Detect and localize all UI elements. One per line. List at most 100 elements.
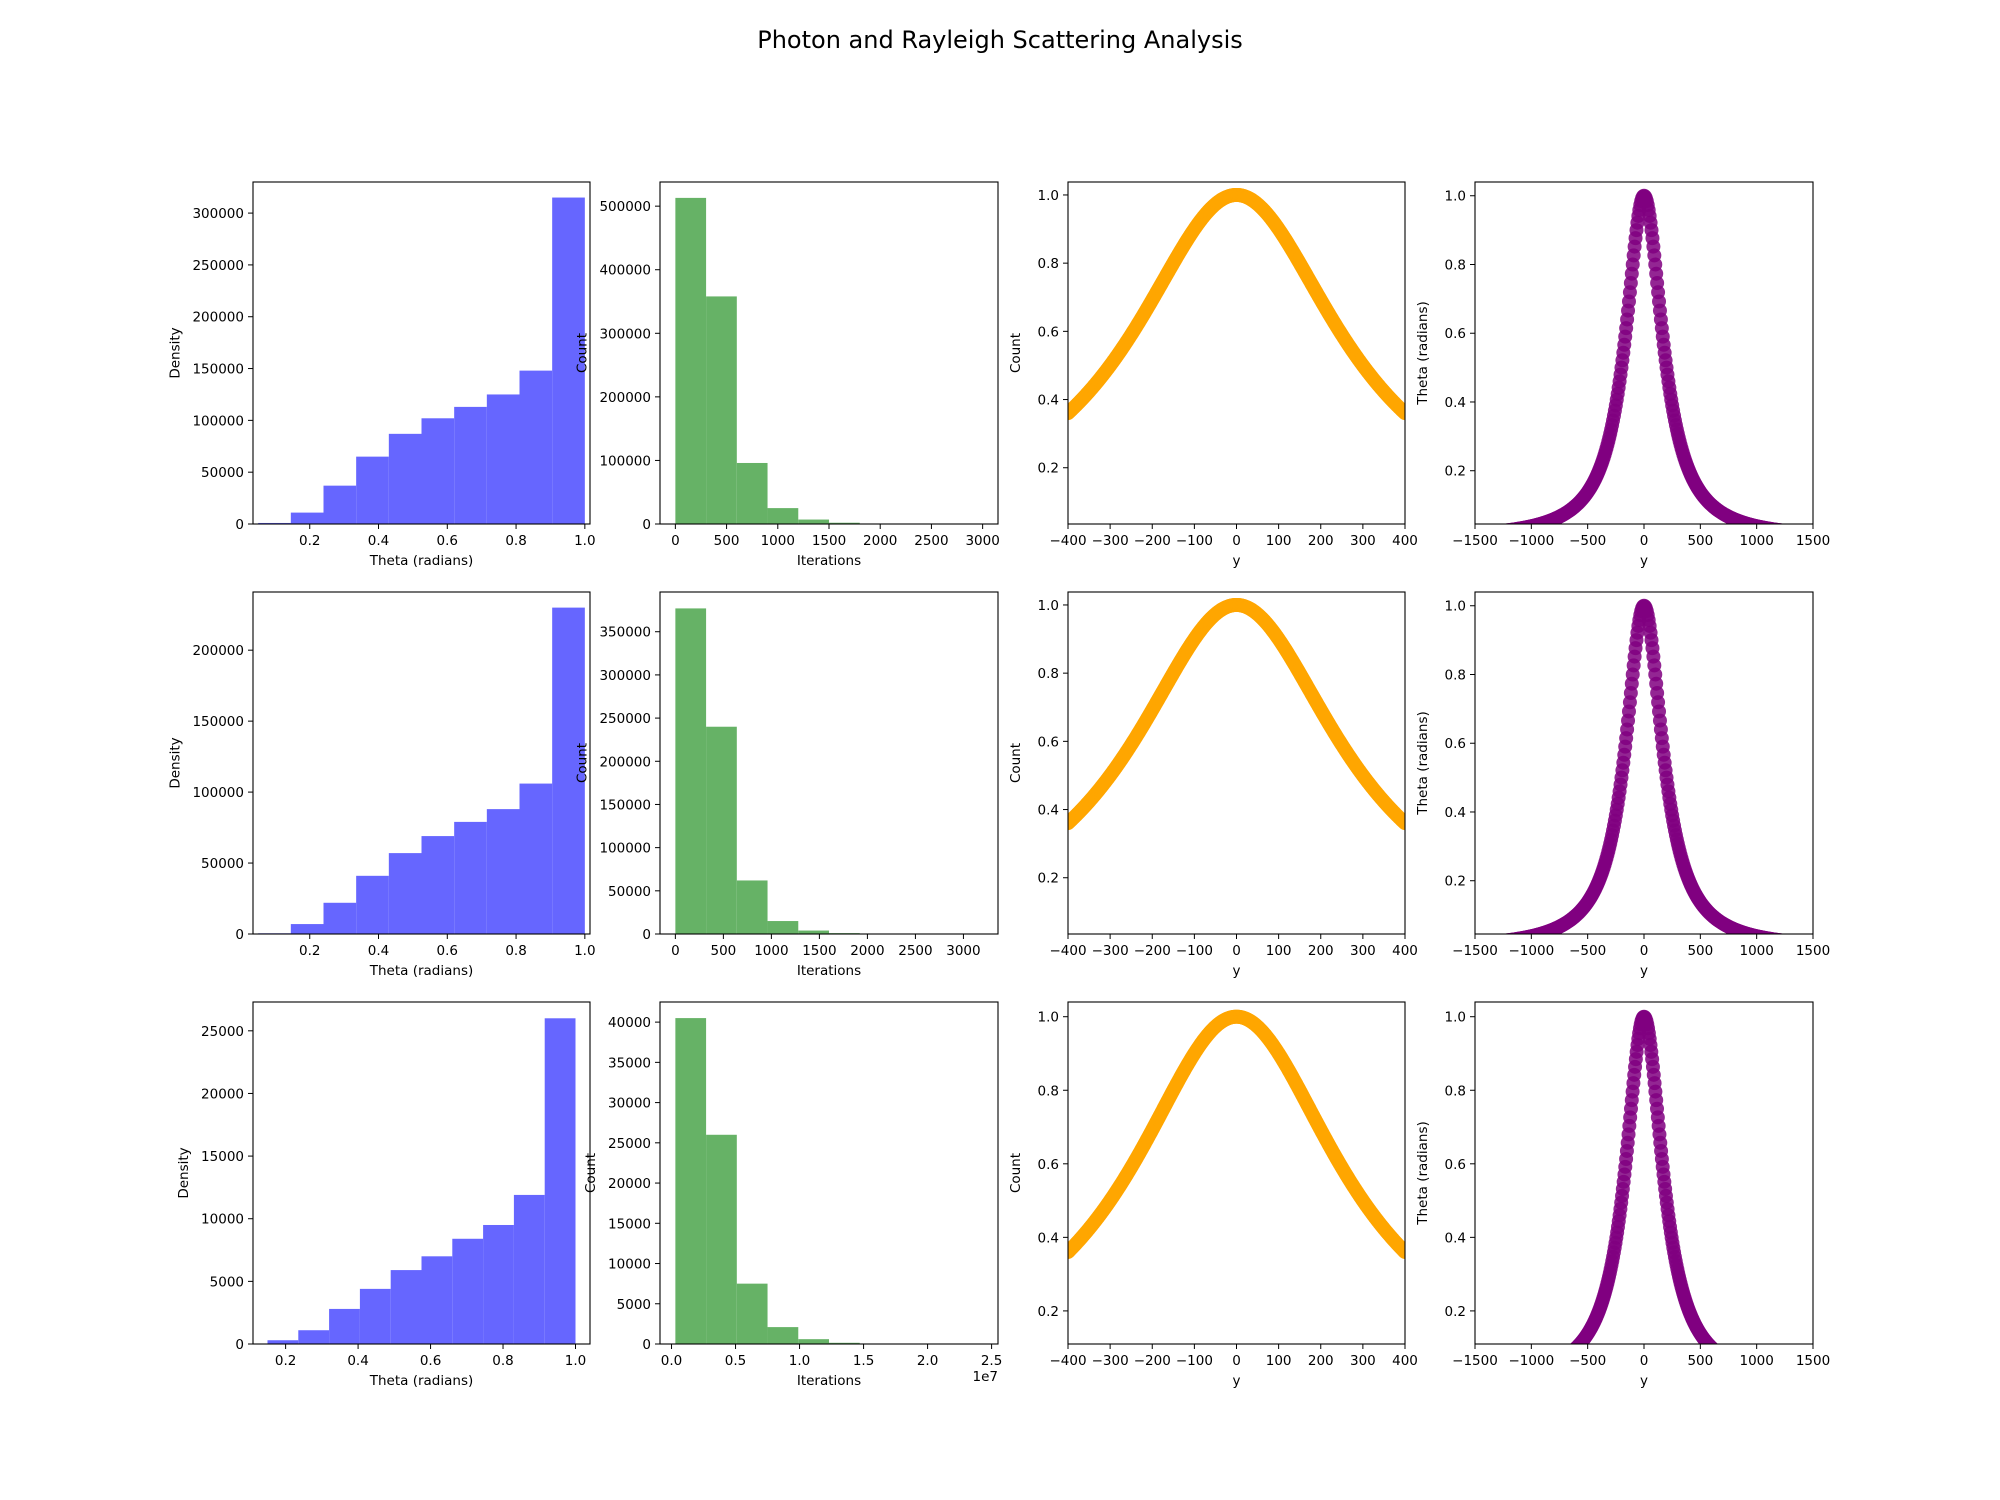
scatter-point: [1552, 1353, 1566, 1367]
histogram-bar: [454, 406, 487, 524]
plot-marks: [267, 1018, 576, 1344]
scatter-point: [1775, 1368, 1789, 1382]
x-tick-label: 100: [1266, 943, 1292, 959]
x-tick-label: 1000: [754, 943, 788, 959]
scatter-point: [1780, 523, 1786, 524]
histogram-bar: [356, 456, 389, 524]
scatter-point: [1778, 523, 1784, 524]
x-tick-label: 0: [1232, 1353, 1241, 1369]
histogram-bar: [454, 821, 487, 934]
x-tick-label: −200: [1134, 1353, 1171, 1369]
x-tick-label: 0.4: [368, 943, 389, 959]
histogram-bar: [552, 197, 585, 524]
scatter-point: [1491, 1369, 1505, 1383]
histogram-bar: [519, 370, 553, 524]
x-axis-label: Iterations: [797, 963, 861, 979]
y-axis-label: Density: [167, 737, 183, 788]
scatter-point: [1719, 1352, 1733, 1366]
scatter-point: [1771, 1367, 1785, 1381]
y-tick-label: 0.2: [1038, 871, 1059, 887]
scatter-point: [1781, 934, 1795, 948]
y-axis-label: Count: [1008, 333, 1024, 373]
y-tick-label: 0.4: [1038, 803, 1059, 819]
y-tick-label: 0.8: [1038, 1083, 1059, 1099]
axes-frame: [659, 1001, 999, 1345]
y-tick-label: 20000: [201, 1086, 244, 1102]
scatter-point: [1781, 1369, 1795, 1383]
y-tick-label: 25000: [201, 1024, 244, 1040]
x-tick-label: 1000: [1739, 1353, 1773, 1369]
scatter-point: [1779, 523, 1785, 524]
scatter-point: [1777, 933, 1784, 934]
x-tick-label: 400: [1392, 533, 1418, 549]
y-tick-label: 100000: [599, 841, 651, 857]
plot-marks: [675, 197, 983, 524]
scatter-point: [1502, 1367, 1516, 1381]
scatter-point: [1712, 1347, 1726, 1361]
y-tick-label: 200000: [192, 643, 244, 659]
scatter-point: [1555, 1352, 1569, 1366]
x-tick-label: 0.4: [368, 533, 389, 549]
scatter-point: [1713, 1348, 1727, 1362]
y-tick-label: 150000: [599, 797, 651, 813]
y-axis-label: Count: [574, 743, 590, 783]
x-tick-label: 0.6: [437, 943, 458, 959]
scatter-point: [1715, 1349, 1729, 1363]
y-tick-label: 100000: [192, 785, 244, 801]
x-tick-label: 2.5: [981, 1353, 1002, 1369]
scatter-point: [1781, 524, 1795, 538]
x-tick-label: 200: [1308, 533, 1334, 549]
x-tick-label: 300: [1350, 1353, 1376, 1369]
x-tick-label: 0.8: [505, 533, 526, 549]
plot-marks: [1501, 188, 1795, 538]
plot-marks: [1068, 597, 1405, 831]
x-axis-label: Theta (radians): [369, 553, 474, 569]
axes-frame: [1474, 1001, 1814, 1345]
y-axis-label: Count: [1008, 743, 1024, 783]
y-tick-label: 0.4: [1445, 395, 1466, 411]
scatter-point: [1722, 1353, 1736, 1367]
axes-frame: [1474, 591, 1814, 935]
plot-marks: [258, 197, 585, 524]
scatter-point: [1780, 934, 1794, 948]
histogram-bar: [388, 853, 422, 934]
y-axis-label: Count: [1008, 1153, 1024, 1193]
y-tick-label: 200000: [192, 310, 244, 326]
scatter-point: [1775, 933, 1783, 934]
y-tick-label: 35000: [608, 1055, 651, 1071]
x-tick-label: 2000: [863, 533, 897, 549]
scatter-point: [1774, 1368, 1788, 1382]
y-tick-label: 150000: [192, 362, 244, 378]
scatter-point: [1779, 1368, 1793, 1382]
x-tick-label: 0: [1640, 533, 1649, 549]
x-tick-label: 2.0: [917, 1353, 938, 1369]
y-tick-label: 150000: [192, 714, 244, 730]
scatter-point: [1499, 1368, 1513, 1382]
y-tick-label: 300000: [599, 668, 651, 684]
histogram-bar: [798, 1339, 829, 1344]
scatter-point: [1770, 1367, 1784, 1381]
x-tick-label: 1.0: [574, 533, 595, 549]
y-tick-label: 1.0: [1038, 1010, 1059, 1026]
scatter-point: [1553, 1353, 1567, 1367]
x-tick-label: −1500: [1452, 533, 1498, 549]
y-tick-label: 0.2: [1445, 464, 1466, 480]
scatter-point: [1782, 934, 1796, 948]
x-axis-label: y: [1233, 553, 1241, 569]
scatter-point: [1494, 1369, 1508, 1383]
y-tick-label: 5000: [617, 1297, 651, 1313]
y-tick-label: 1.0: [1445, 189, 1466, 205]
histogram-bar: [544, 1018, 576, 1344]
x-tick-label: −400: [1049, 1353, 1086, 1369]
x-axis-label: y: [1233, 1373, 1241, 1389]
x-tick-label: −200: [1134, 533, 1171, 549]
y-tick-label: 10000: [608, 1257, 651, 1273]
axes-frame: [252, 181, 591, 525]
histogram-bar: [323, 902, 357, 934]
histogram-bar: [736, 1283, 768, 1344]
plot-marks: [1068, 1009, 1405, 1260]
x-tick-label: 0.5: [725, 1353, 746, 1369]
y-tick-label: 15000: [201, 1149, 244, 1165]
y-tick-label: 0.2: [1038, 1304, 1059, 1320]
x-tick-label: −200: [1134, 943, 1171, 959]
